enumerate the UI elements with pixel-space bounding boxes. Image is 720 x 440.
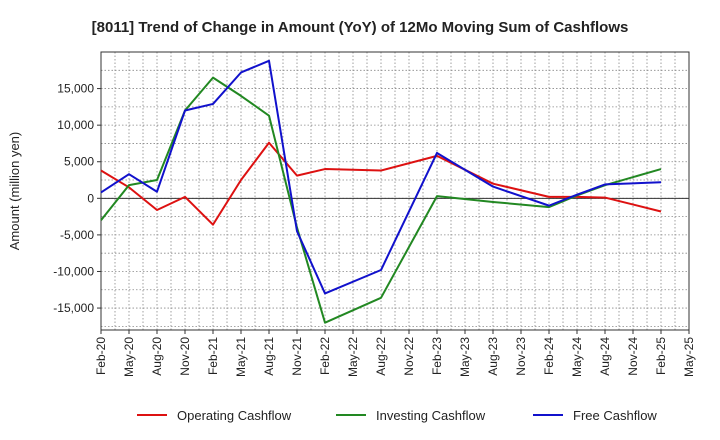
x-tick-label: Nov-24 bbox=[626, 337, 640, 376]
x-tick-label: Aug-21 bbox=[262, 337, 276, 376]
x-tick-label: Aug-22 bbox=[374, 337, 388, 376]
x-tick-label: May-25 bbox=[682, 337, 696, 377]
free-cashflow-legend-label: Free Cashflow bbox=[573, 408, 657, 423]
x-tick-label: Feb-20 bbox=[94, 337, 108, 375]
investing-cashflow-line bbox=[100, 76, 662, 324]
x-tick-label: Feb-24 bbox=[542, 337, 556, 375]
y-tick-label: 15,000 bbox=[57, 82, 94, 96]
y-tick-label: -15,000 bbox=[53, 301, 94, 315]
x-tick-label: Nov-22 bbox=[402, 337, 416, 376]
plot-area-frame bbox=[100, 51, 690, 331]
x-tick-label: Nov-21 bbox=[290, 337, 304, 376]
chart-title: [8011] Trend of Change in Amount (YoY) o… bbox=[92, 19, 629, 36]
x-tick-label: Aug-20 bbox=[150, 337, 164, 376]
x-tick-label: Feb-23 bbox=[430, 337, 444, 375]
series-lines bbox=[100, 59, 662, 324]
x-tick-label: May-21 bbox=[234, 337, 248, 377]
operating-cashflow-line bbox=[100, 141, 662, 226]
x-tick-label: Aug-24 bbox=[598, 337, 612, 376]
y-tick-label: 5,000 bbox=[64, 155, 94, 169]
x-tick-label: Nov-20 bbox=[178, 337, 192, 376]
x-tick-label: May-24 bbox=[570, 337, 584, 377]
x-axis-ticks: Feb-20 May-20 Aug-20 Nov-20 Feb-21 May-21 Aug-… bbox=[94, 330, 696, 377]
free-cashflow-line bbox=[100, 59, 662, 295]
y-tick-label: 10,000 bbox=[57, 118, 94, 132]
x-tick-label: Feb-25 bbox=[654, 337, 668, 375]
x-tick-label: Feb-22 bbox=[318, 337, 332, 375]
y-tick-label: -10,000 bbox=[53, 264, 94, 278]
y-tick-label: -5,000 bbox=[60, 228, 94, 242]
x-tick-label: Aug-23 bbox=[486, 337, 500, 376]
investing-cashflow-legend-label: Investing Cashflow bbox=[376, 408, 486, 423]
x-tick-label: May-20 bbox=[122, 337, 136, 377]
y-axis-label: Amount (million yen) bbox=[7, 132, 22, 251]
x-tick-label: Nov-23 bbox=[514, 337, 528, 376]
x-tick-label: May-22 bbox=[346, 337, 360, 377]
operating-cashflow-legend-label: Operating Cashflow bbox=[177, 408, 292, 423]
y-axis-ticks: 15,000 10,000 5,000 0 -5,000 -10,000 -15,000 bbox=[53, 82, 101, 315]
x-tick-label: Feb-21 bbox=[206, 337, 220, 375]
y-tick-label: 0 bbox=[87, 191, 94, 205]
legend: Operating Cashflow Investing Cashflow Free… bbox=[137, 408, 657, 423]
grid-lines bbox=[100, 51, 690, 330]
x-tick-label: May-23 bbox=[458, 337, 472, 377]
